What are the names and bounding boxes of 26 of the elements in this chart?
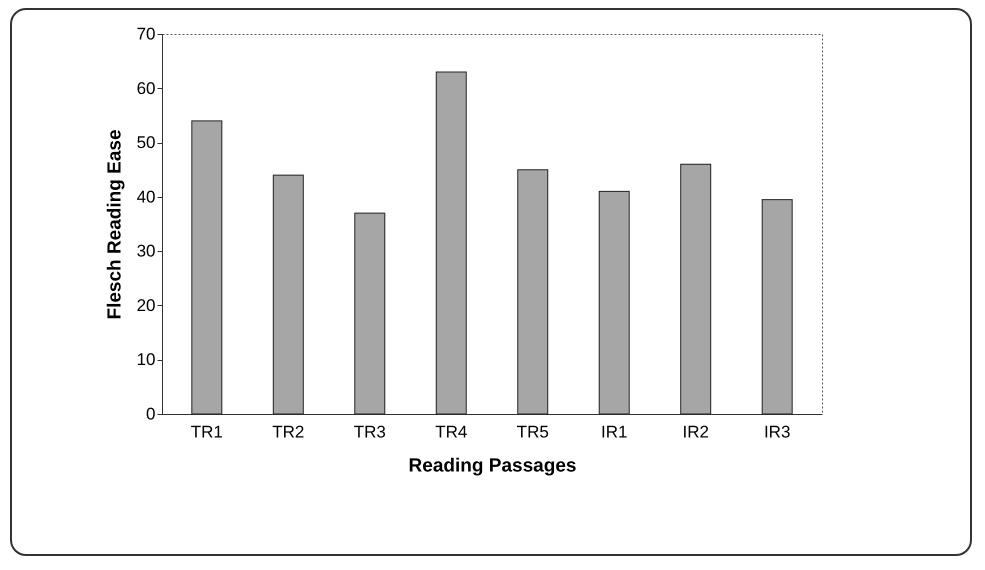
y-tick-label: 40: [136, 187, 156, 206]
x-tick-label: IR1: [600, 422, 628, 442]
bar: [598, 190, 630, 414]
y-tick-label: 0: [146, 404, 156, 424]
y-tick-label: 60: [136, 78, 156, 98]
y-tick-label: 30: [136, 242, 156, 261]
x-tick-label: TR2: [272, 422, 304, 442]
x-tick-label: TR1: [190, 422, 223, 442]
x-tick-label: TR3: [354, 422, 386, 442]
y-tick-label: 50: [136, 133, 156, 152]
bar: [191, 120, 222, 414]
y-tick-label: 70: [136, 24, 156, 44]
bar: [762, 199, 793, 414]
x-tick-label: TR4: [435, 422, 468, 442]
bar: [272, 174, 304, 414]
bar: [517, 169, 548, 414]
y-tick-label: 20: [136, 296, 156, 315]
x-tick-label: IR3: [764, 422, 790, 442]
bar: [354, 212, 386, 414]
y-axis-title: Flesch Reading Ease: [104, 129, 126, 320]
x-axis-title: Reading Passages: [408, 456, 576, 476]
bar: [680, 164, 712, 414]
x-tick-label: IR2: [682, 422, 709, 442]
y-tick-label: 10: [136, 350, 156, 370]
x-tick-label: TR5: [516, 422, 549, 442]
bar: [436, 72, 467, 414]
